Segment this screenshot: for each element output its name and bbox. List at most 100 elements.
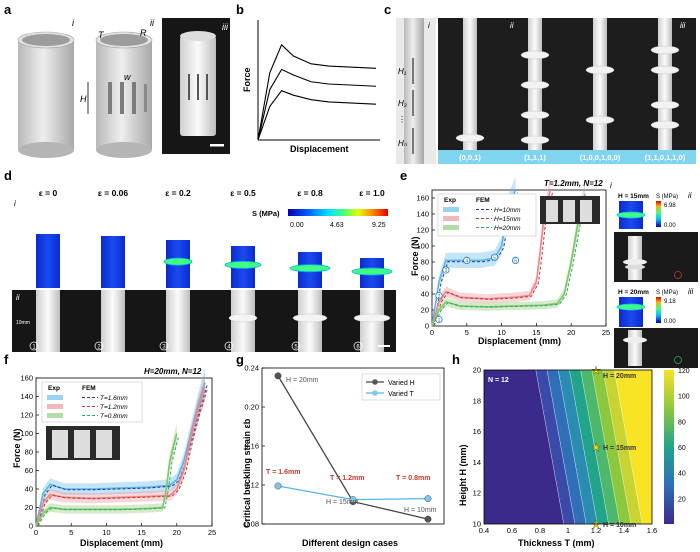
h-colorbar (664, 370, 674, 524)
c-hn: Hₙ (398, 139, 408, 148)
e-xtick: 10 (497, 328, 505, 337)
f-ytick: 140 (20, 392, 33, 401)
d-fem-1 (36, 234, 60, 288)
b-line-upper (257, 43, 377, 141)
g-ann-t12: T = 1.2mm (330, 475, 364, 482)
e-side-bot-min: 0.00 (664, 319, 676, 325)
h-star-0: ★ (591, 365, 601, 377)
h-cb-tick: 100 (678, 394, 690, 401)
e-exp-line-2 (431, 193, 586, 327)
h-ytick: 14 (473, 458, 481, 467)
f-ytick: 160 (20, 374, 33, 383)
f-xlabel: Displacement (mm) (80, 538, 163, 548)
e-marker-2 (435, 291, 443, 300)
f-ytick: 40 (25, 485, 33, 494)
e-ytick: 120 (416, 226, 429, 235)
e-leg-swatch-0 (443, 207, 459, 212)
g-point-0-2 (424, 515, 432, 523)
e-side-photo-bot (614, 328, 698, 368)
f-xtick: 5 (69, 528, 73, 537)
sub-ii: ii (150, 18, 155, 28)
panel-label-c: c (384, 2, 391, 17)
c-sample-1 (463, 18, 477, 150)
c-sample-4 (658, 18, 672, 150)
d-photo-1 (36, 290, 60, 352)
h-cb-tick: 20 (678, 496, 686, 503)
d-strain-1: ε = 0.06 (98, 188, 129, 198)
f-xtick: 15 (137, 528, 145, 537)
f-leg-swatch-1 (47, 404, 63, 409)
panel-label-h: h (452, 352, 460, 367)
cylinder-plain (18, 40, 74, 150)
f-xtick: 0 (34, 528, 38, 537)
b-ylabel: Force (242, 67, 252, 92)
f-ytick: 0 (29, 522, 33, 531)
e-leg-exp: Exp (444, 197, 456, 204)
panel-g: 0.08 0.12 0.16 0.20 0.24 Different design ca… (242, 364, 445, 548)
g-ytick: 0.24 (244, 364, 259, 373)
h-xtick: 0.6 (507, 526, 517, 535)
e-marker-3 (442, 266, 450, 274)
c-h2: H₂ (398, 99, 407, 108)
h-xtick: 1 (566, 526, 570, 535)
e-side-i: i (610, 181, 612, 190)
g-ann-h15: H = 15mm (326, 499, 359, 506)
e-marker-label-2: 2 (438, 294, 441, 300)
f-leg-swatch-2 (47, 413, 63, 418)
h-ytick: 10 (473, 520, 481, 529)
h-star-label-0: H = 20mm (603, 373, 636, 380)
f-fem-line-0 (37, 385, 208, 527)
panel-label-a: a (4, 2, 12, 17)
d-photo-3 (166, 290, 190, 352)
h-cb-tick: 120 (678, 368, 690, 375)
g-ylabel: Critical buckling strain εb (242, 418, 252, 528)
f-fem-line-1 (37, 389, 208, 527)
e-band-1 (432, 176, 551, 326)
f-band-2 (36, 423, 177, 526)
h-xtick: 1.4 (619, 526, 629, 535)
d-strain-5: ε = 1.0 (359, 188, 385, 198)
e-frame (431, 189, 607, 327)
e-side-bot-max: 9.18 (664, 299, 676, 305)
e-side-top-s: S (MPa) (656, 194, 678, 200)
e-marker-4 (463, 256, 471, 264)
d-step-2: 2 (97, 345, 101, 351)
d-sub-ii: ii (16, 293, 20, 302)
panel-a: i H T R w ii iii (17, 18, 230, 158)
g-leg-t: Varied T (388, 391, 415, 398)
sym-r: R (140, 28, 147, 38)
d-step-3: 3 (162, 345, 166, 351)
f-xtick: 25 (208, 528, 216, 537)
d-colorbar-title: S (MPa) (252, 209, 280, 218)
e-xtick: 15 (532, 328, 540, 337)
e-leg-fem: FEM (476, 197, 490, 204)
e-ylabel: Force (N) (410, 236, 420, 276)
h-ytick: 20 (473, 366, 481, 375)
e-ytick: 160 (416, 194, 429, 203)
e-exp-line-1 (431, 189, 552, 327)
h-xtick: 1.6 (647, 526, 657, 535)
h-star-1: ★ (591, 442, 601, 454)
f-ytick: 60 (25, 466, 33, 475)
panel-b: Displacement Force (242, 20, 380, 154)
d-fem-2 (101, 236, 125, 288)
g-ytick: 0.08 (244, 520, 259, 529)
e-leg-item-1: H=15mm (494, 216, 521, 223)
e-marker-6 (511, 256, 520, 264)
f-exp-line-0 (35, 382, 206, 527)
g-point-1-2 (424, 495, 432, 503)
f-fem-line-2 (37, 435, 180, 527)
e-marker-label-1: 1 (438, 318, 441, 324)
e-leg-item-0: H=10mm (494, 207, 521, 214)
panel-f: H=20mm, N=12 0 5 10 15 20 25 0 20 40 60 80 100 120 14… (12, 367, 216, 548)
d-step-5: 5 (294, 345, 298, 351)
e-side-ii: ii (688, 191, 692, 200)
h-xlabel: Thickness T (mm) (518, 538, 595, 548)
e-side-cb-bot (656, 297, 661, 323)
e-fem-line-1 (433, 192, 553, 327)
g-xlabel: Different design cases (302, 538, 398, 548)
h-n-label: N = 12 (488, 377, 509, 384)
sym-t: T (98, 30, 105, 40)
f-xtick: 10 (102, 528, 110, 537)
